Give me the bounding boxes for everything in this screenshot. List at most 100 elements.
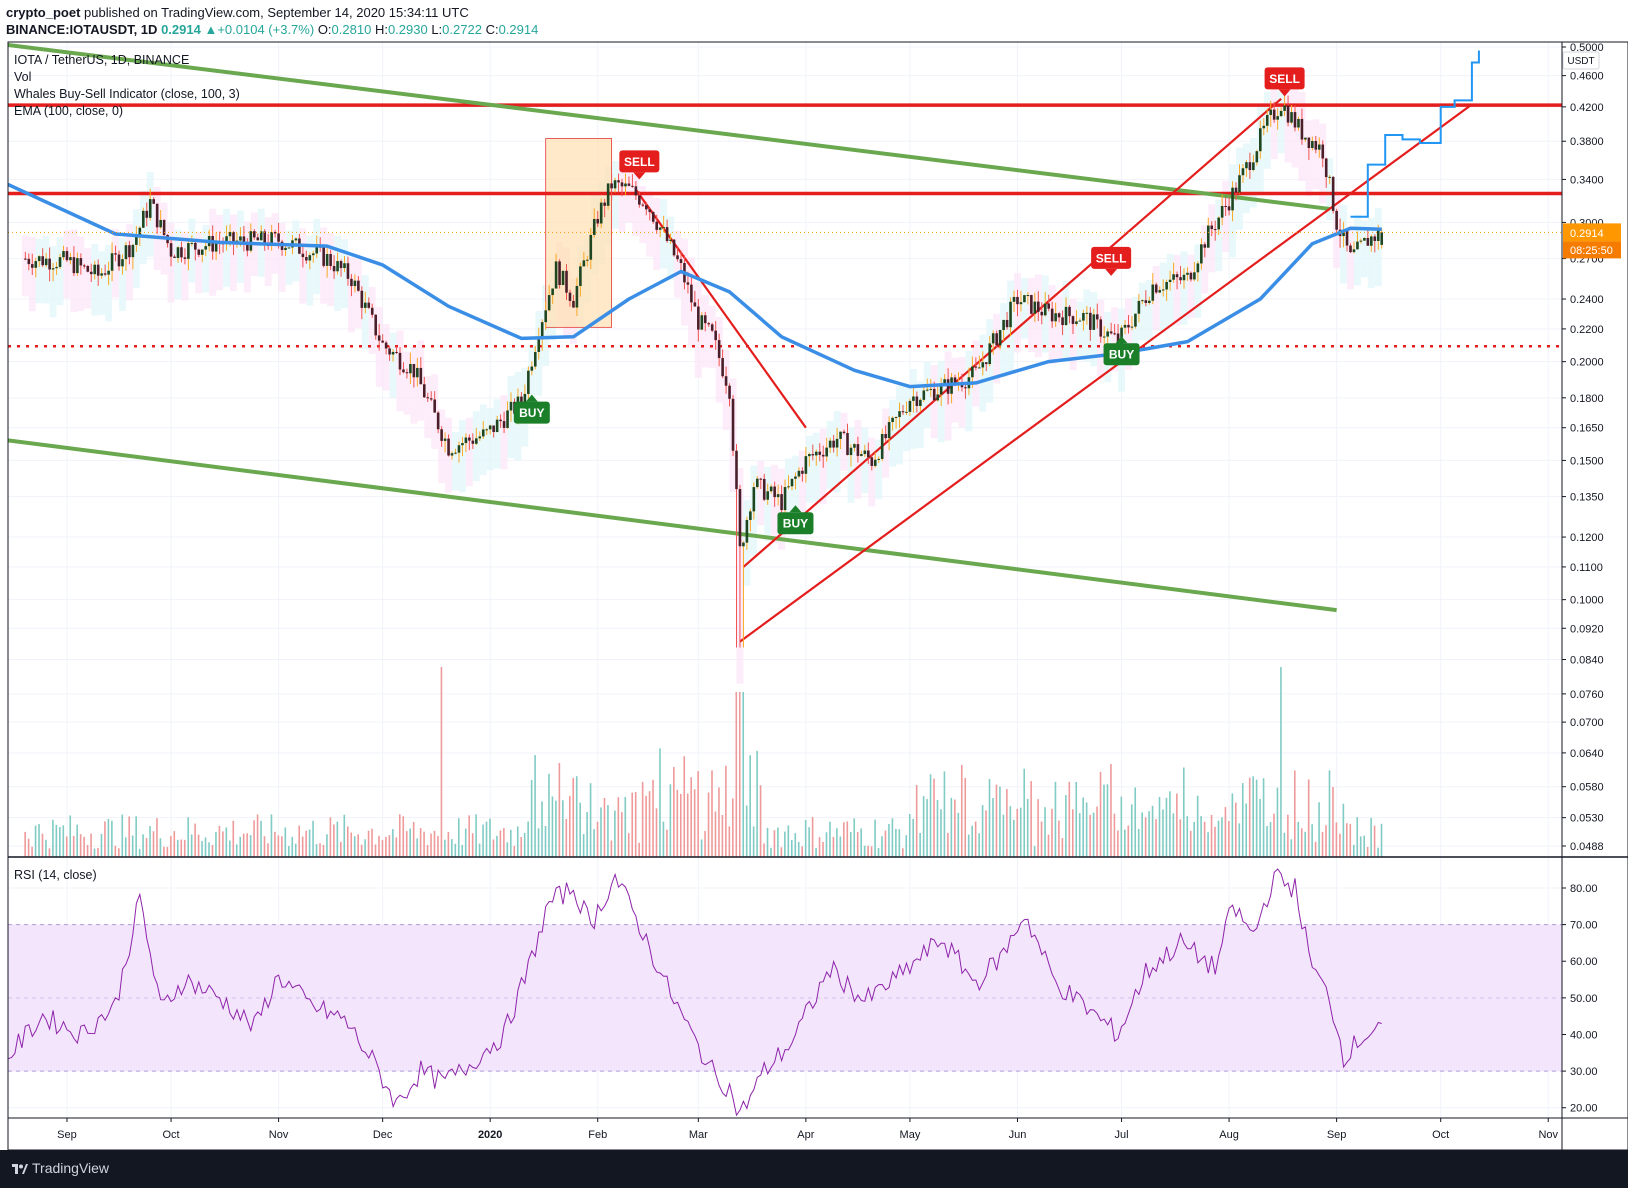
volume-bar — [336, 821, 339, 857]
candle-body — [572, 300, 575, 308]
volume-bar — [482, 824, 484, 857]
time-tick-label: Dec — [373, 1129, 393, 1141]
candle-body — [1033, 301, 1037, 314]
low-value: 0.2722 — [442, 22, 482, 37]
volume-bar — [333, 824, 335, 857]
candle-body — [1172, 274, 1175, 280]
buy-label: BUY — [783, 517, 808, 531]
volume-bar — [964, 777, 967, 857]
volume-bar — [100, 833, 103, 857]
volume-bar — [76, 824, 78, 857]
volume-bar — [1033, 846, 1036, 857]
volume-bar — [981, 805, 984, 857]
up-arrow-icon: ▲ — [204, 22, 218, 37]
chart-title[interactable]: IOTA / TetherUS, 1D, BINANCE — [14, 53, 190, 67]
whales-band — [798, 450, 806, 518]
volume-bar — [350, 832, 353, 857]
candle-body — [759, 478, 763, 480]
volume-bar — [1141, 812, 1143, 857]
volume-bar — [707, 792, 710, 857]
volume-legend[interactable]: Vol — [14, 70, 32, 84]
volume-bar — [548, 773, 550, 857]
candle-body — [374, 314, 378, 336]
candle-body — [311, 253, 315, 256]
candle-body — [405, 372, 409, 374]
price-tick-label: 0.5000 — [1570, 42, 1604, 54]
price-tick-label: 0.1200 — [1570, 532, 1604, 544]
candle-body — [194, 242, 197, 250]
whales-band — [98, 251, 106, 315]
volume-bar — [152, 831, 155, 857]
volume-bar — [568, 795, 571, 857]
volume-bar — [1016, 808, 1019, 857]
candle-body — [1151, 284, 1155, 301]
price-chart[interactable]: BUY SELL BUY SELL BUY SELL 0.5000 0.4600 0.4200 0… — [0, 0, 1628, 1150]
volume-bar — [1203, 821, 1206, 857]
volume-bar — [804, 820, 807, 857]
candle-body — [551, 288, 554, 296]
volume-bar — [24, 831, 26, 857]
author-name[interactable]: crypto_poet — [6, 5, 81, 20]
volume-bar — [419, 828, 422, 857]
candle-body — [710, 324, 714, 331]
volume-bar — [371, 828, 373, 857]
volume-bar — [440, 667, 443, 857]
unit-box — [1562, 51, 1600, 70]
candle-body — [1009, 301, 1012, 328]
candle-body — [964, 387, 967, 389]
whales-band — [493, 399, 501, 469]
candle-body — [443, 438, 447, 441]
candle-body — [648, 209, 652, 213]
volume-bar — [1373, 825, 1376, 857]
high-value: 0.2930 — [387, 22, 428, 37]
volume-bar — [267, 843, 269, 857]
symbol-label[interactable]: BINANCE:IOTAUSDT, 1D — [6, 22, 158, 37]
whales-indicator-legend[interactable]: Whales Buy-Sell Indicator (close, 100, 3… — [14, 87, 240, 101]
volume-bar — [374, 844, 377, 857]
candle-body — [638, 195, 641, 205]
candle-body — [200, 249, 204, 255]
volume-bar — [249, 835, 252, 857]
candle-body — [610, 183, 613, 189]
whales-band — [618, 162, 626, 233]
volume-bar — [1262, 778, 1265, 857]
candle-body — [1324, 158, 1328, 178]
volume-bar — [992, 798, 994, 857]
rsi-legend[interactable]: RSI (14, close) — [14, 868, 97, 882]
volume-bar — [156, 818, 158, 857]
volume-bar — [1144, 817, 1147, 857]
time-tick-label: Aug — [1219, 1129, 1239, 1141]
whales-band — [56, 237, 64, 306]
red-trendline — [634, 189, 807, 429]
candle-body — [1224, 205, 1227, 207]
candle-body — [1019, 302, 1023, 305]
candle-body — [887, 422, 891, 439]
candle-body — [898, 411, 901, 418]
candle-body — [391, 351, 395, 355]
volume-bar — [65, 836, 68, 857]
ema-legend[interactable]: EMA (100, close, 0) — [14, 104, 124, 118]
candle-body — [1109, 331, 1113, 334]
volume-bar — [891, 818, 894, 857]
candle-body — [1300, 118, 1304, 140]
volume-bar — [59, 827, 61, 857]
tradingview-logo[interactable]: TradingView — [12, 1160, 109, 1176]
volume-bar — [201, 841, 203, 857]
volume-bar — [513, 845, 516, 857]
whales-band — [708, 306, 716, 369]
rsi-tick-label: 70.00 — [1570, 920, 1598, 932]
whales-band — [639, 185, 647, 244]
volume-bar — [735, 692, 738, 857]
candle-body — [1356, 241, 1359, 250]
candle-body — [180, 247, 183, 258]
candle-body — [1092, 314, 1096, 330]
volume-bar — [489, 818, 491, 857]
volume-bar — [256, 814, 259, 857]
candle-body — [1130, 326, 1134, 328]
whales-band — [1020, 278, 1028, 339]
candle-body — [575, 285, 579, 308]
volume-bar — [1051, 808, 1053, 857]
candle-body — [176, 247, 180, 258]
candle-body — [1127, 324, 1130, 328]
volume-bar — [818, 837, 821, 857]
